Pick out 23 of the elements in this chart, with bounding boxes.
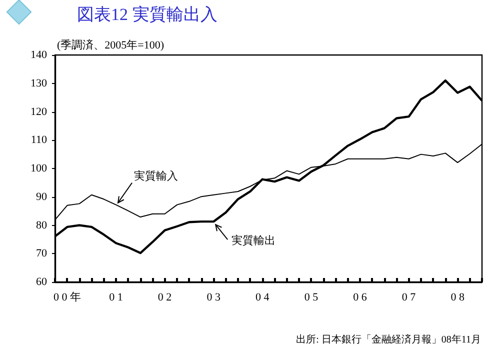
y-tick-label: 90: [36, 190, 48, 203]
annotation: 実質輸入: [134, 169, 178, 182]
y-tick-label: 60: [36, 276, 48, 288]
text: 出所: 日本銀行「金融経済月報」08年11月: [296, 334, 482, 346]
chart-title: 図表12 実質輸出入: [77, 5, 218, 24]
x-tick-label: 0 7: [402, 292, 416, 304]
y-axis-title: (季調済、2005年=100): [57, 38, 164, 52]
y-tick-label: 120: [30, 106, 48, 118]
x-tick-label: 0 0 年: [53, 292, 81, 304]
x-tick-label: 0 1: [109, 292, 123, 304]
x-tick-label: 0 4: [256, 292, 270, 304]
x-tick-label: 0 5: [304, 292, 319, 304]
x-tick-label: 0 6: [353, 292, 368, 304]
x-tick-label: 0 3: [206, 292, 221, 304]
y-tick-label: 80: [36, 219, 48, 232]
y-tick-label: 110: [30, 134, 48, 146]
y-tick-label: 100: [30, 162, 48, 174]
y-tick-label: 70: [36, 248, 48, 260]
x-tick-label: 0 2: [158, 292, 172, 304]
annotation: 実質輸出: [232, 234, 276, 248]
y-tick-label: 130: [30, 77, 48, 90]
x-tick-label: 0 8: [450, 292, 465, 304]
y-tick-label: 140: [30, 49, 48, 61]
